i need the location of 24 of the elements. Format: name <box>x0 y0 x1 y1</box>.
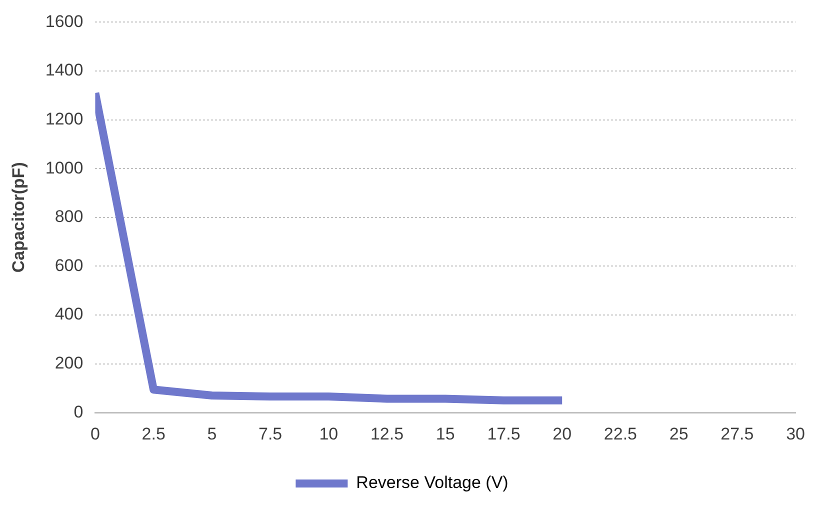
y-tick-label: 0 <box>74 402 84 422</box>
y-tick-label: 1600 <box>45 12 84 31</box>
x-tick-label: 20 <box>552 424 572 444</box>
y-tick-label: 1000 <box>45 158 84 178</box>
y-tick-label: 600 <box>54 256 84 275</box>
x-tick-label: 12.5 <box>370 424 404 444</box>
x-tick-label: 22.5 <box>604 424 638 444</box>
x-tick-label: 2.5 <box>142 424 166 444</box>
x-tick-label: 10 <box>319 424 338 444</box>
y-tick-label: 400 <box>54 304 84 324</box>
x-tick-label: 30 <box>786 424 806 444</box>
x-tick-label: 25 <box>669 424 688 444</box>
y-tick-label: 1200 <box>45 109 84 128</box>
x-tick-label: 5 <box>207 424 217 444</box>
x-tick-label: 17.5 <box>487 424 520 444</box>
x-tick-label: 7.5 <box>258 424 282 444</box>
y-axis-title: Capacitor(pF) <box>8 162 28 273</box>
x-tick-label: 15 <box>436 424 455 444</box>
x-tick-label: 0 <box>90 424 100 444</box>
y-tick-label: 800 <box>54 207 84 226</box>
y-tick-label: 1400 <box>45 60 84 80</box>
x-tick-label: 27.5 <box>720 424 754 444</box>
legend-label: Reverse Voltage (V) <box>356 473 508 492</box>
y-tick-label: 200 <box>54 353 84 372</box>
